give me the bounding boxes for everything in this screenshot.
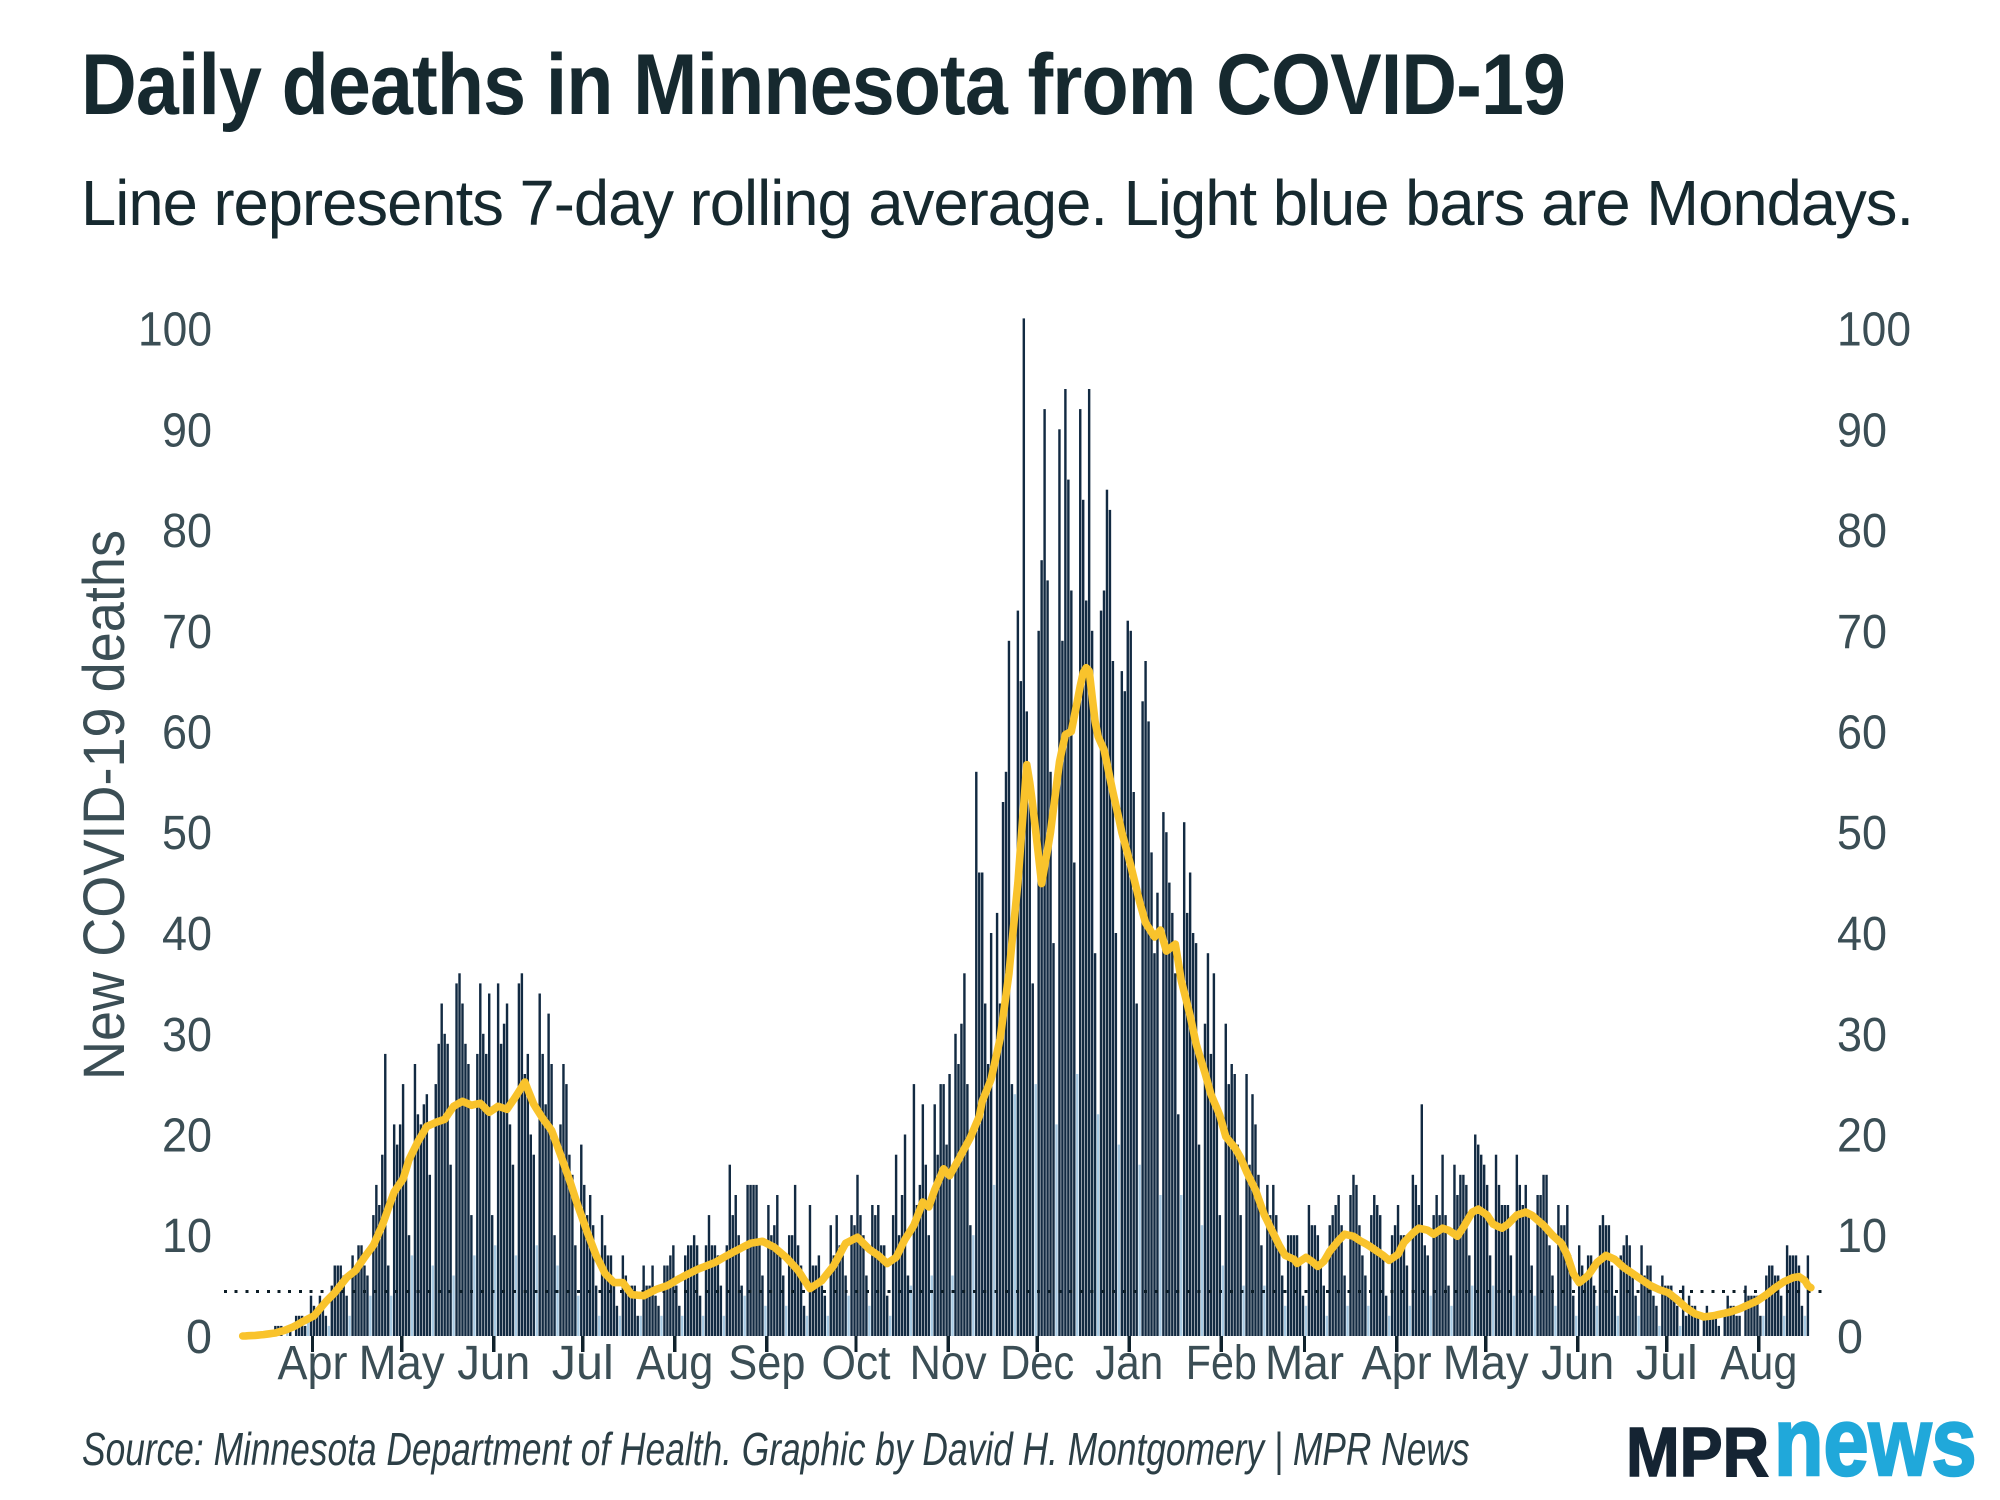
svg-text:Apr: Apr	[1362, 1337, 1432, 1390]
svg-text:0: 0	[1837, 1311, 1863, 1364]
svg-text:10: 10	[1837, 1210, 1887, 1263]
svg-text:30: 30	[162, 1009, 212, 1062]
svg-text:Nov: Nov	[910, 1337, 987, 1390]
svg-text:60: 60	[162, 707, 212, 760]
svg-text:May: May	[359, 1337, 445, 1390]
svg-text:Aug: Aug	[636, 1337, 713, 1390]
svg-text:70: 70	[162, 606, 212, 659]
svg-text:Mar: Mar	[1265, 1337, 1344, 1390]
svg-text:Apr: Apr	[278, 1337, 348, 1390]
svg-text:100: 100	[1837, 304, 1911, 357]
svg-text:30: 30	[1837, 1009, 1887, 1062]
svg-text:Sep: Sep	[728, 1337, 805, 1390]
svg-text:70: 70	[1837, 606, 1887, 659]
svg-text:20: 20	[1837, 1110, 1887, 1163]
svg-text:0: 0	[186, 1311, 212, 1364]
svg-text:80: 80	[1837, 505, 1887, 558]
svg-text:Jan: Jan	[1095, 1337, 1163, 1390]
svg-text:Feb: Feb	[1186, 1337, 1257, 1390]
svg-text:Aug: Aug	[1720, 1337, 1797, 1390]
svg-text:May: May	[1443, 1337, 1529, 1390]
svg-text:40: 40	[1837, 908, 1887, 961]
svg-text:90: 90	[162, 404, 212, 457]
svg-text:Jul: Jul	[552, 1337, 614, 1390]
svg-text:10: 10	[162, 1210, 212, 1263]
svg-text:Jun: Jun	[1541, 1337, 1614, 1390]
svg-text:Oct: Oct	[822, 1337, 891, 1390]
svg-text:20: 20	[162, 1110, 212, 1163]
svg-text:40: 40	[162, 908, 212, 961]
svg-text:Dec: Dec	[1000, 1337, 1074, 1390]
svg-text:90: 90	[1837, 404, 1887, 457]
svg-text:Jul: Jul	[1636, 1337, 1698, 1390]
svg-text:50: 50	[1837, 807, 1887, 860]
svg-text:50: 50	[162, 807, 212, 860]
svg-text:Jun: Jun	[457, 1337, 530, 1390]
svg-text:60: 60	[1837, 707, 1887, 760]
svg-text:80: 80	[162, 505, 212, 558]
svg-text:New COVID-19 deaths: New COVID-19 deaths	[72, 530, 137, 1080]
svg-text:100: 100	[138, 304, 212, 357]
